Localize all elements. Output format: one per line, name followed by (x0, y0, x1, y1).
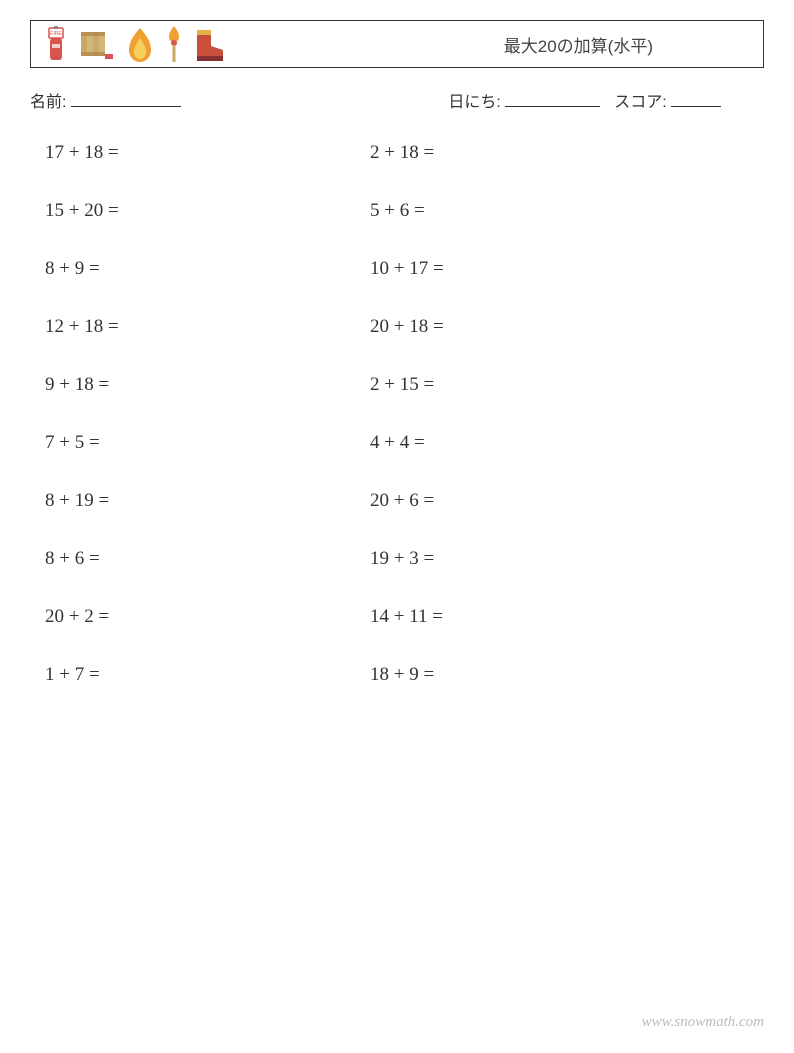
problem: 14 + 11 = (370, 606, 764, 628)
problem: 4 + 4 = (370, 432, 764, 454)
name-blank[interactable] (71, 91, 181, 107)
hose-icon (77, 24, 117, 64)
problem: 8 + 19 = (45, 490, 370, 512)
problem: 2 + 15 = (370, 374, 764, 396)
problems-col-right: 2 + 18 = 5 + 6 = 10 + 17 = 20 + 18 = 2 +… (370, 142, 764, 686)
info-row: 名前: 日にち: スコア: (30, 88, 764, 112)
header-icon-row: FIRE (41, 24, 229, 64)
score-blank[interactable] (671, 91, 721, 107)
problem: 20 + 2 = (45, 606, 370, 628)
problem: 20 + 6 = (370, 490, 764, 512)
problem: 20 + 18 = (370, 316, 764, 338)
problem: 19 + 3 = (370, 548, 764, 570)
date-blank[interactable] (505, 91, 600, 107)
problem: 8 + 6 = (45, 548, 370, 570)
problem: 5 + 6 = (370, 200, 764, 222)
date-label: 日にち: (448, 94, 500, 111)
problem: 10 + 17 = (370, 258, 764, 280)
worksheet-title: 最大20の加算(水平) (504, 32, 653, 57)
problem: 8 + 9 = (45, 258, 370, 280)
worksheet-header: FIRE (30, 20, 764, 68)
problem: 9 + 18 = (45, 374, 370, 396)
problem: 12 + 18 = (45, 316, 370, 338)
problem: 1 + 7 = (45, 664, 370, 686)
problems-col-left: 17 + 18 = 15 + 20 = 8 + 9 = 12 + 18 = 9 … (45, 142, 370, 686)
problem: 7 + 5 = (45, 432, 370, 454)
flame-icon (123, 24, 157, 64)
problem: 17 + 18 = (45, 142, 370, 164)
match-icon (163, 24, 185, 64)
name-label: 名前: (30, 94, 66, 111)
footer-watermark: www.snowmath.com (642, 1014, 764, 1031)
score-label: スコア: (614, 94, 666, 111)
problem: 18 + 9 = (370, 664, 764, 686)
boot-icon (191, 24, 229, 64)
problem: 15 + 20 = (45, 200, 370, 222)
fire-extinguisher-icon: FIRE (41, 24, 71, 64)
problems-area: 17 + 18 = 15 + 20 = 8 + 9 = 12 + 18 = 9 … (30, 142, 764, 686)
problem: 2 + 18 = (370, 142, 764, 164)
svg-text:FIRE: FIRE (50, 31, 62, 37)
